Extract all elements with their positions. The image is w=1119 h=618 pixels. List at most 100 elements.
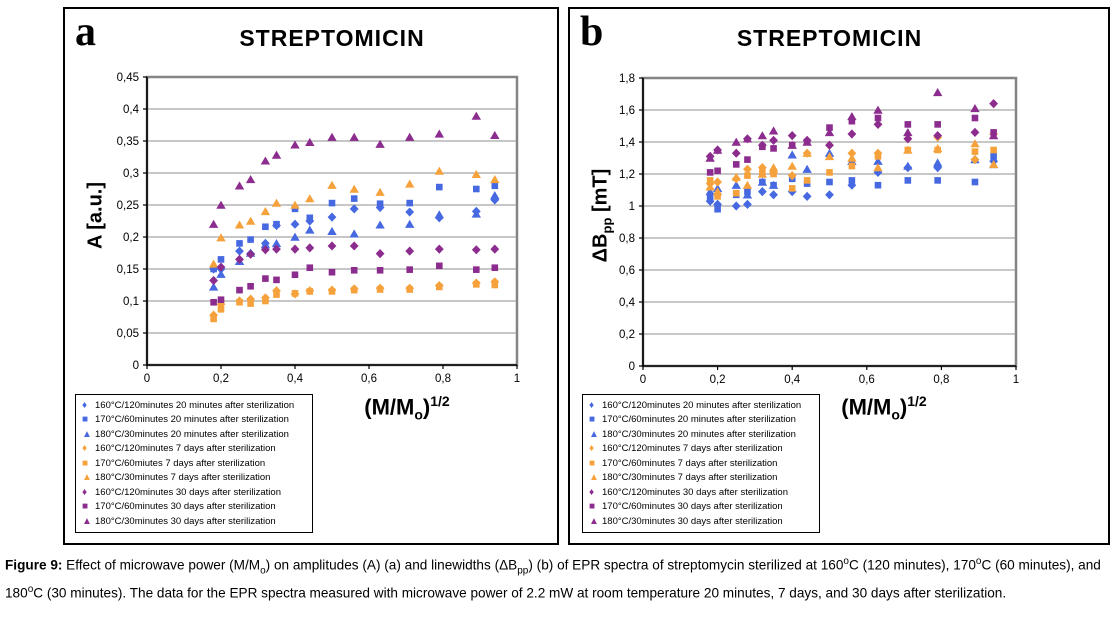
legend-label: 170°C/60minutes 20 minutes after sterili… <box>602 414 796 426</box>
caption-text: ) (b) of EPR spectra of streptomycin ste… <box>528 557 844 573</box>
data-point-triangle <box>434 129 444 138</box>
data-point-triangle <box>471 111 481 120</box>
x-tick-label: 1 <box>1013 374 1019 386</box>
data-point-diamond <box>847 129 857 139</box>
data-point-triangle <box>305 225 315 234</box>
data-point-triangle <box>787 150 797 159</box>
data-point-square <box>990 153 997 160</box>
x-axis-title-text: (M/M <box>364 394 415 420</box>
legend-item: ▲ 180°C/30minutes 7 days after sterilizat… <box>82 472 306 484</box>
data-point-square <box>848 117 856 125</box>
caption-text: Effect of microwave power (M/M <box>62 557 261 573</box>
panel-label-a: a <box>75 9 96 55</box>
data-point-square <box>848 177 856 184</box>
y-axis-title-text: [mT] <box>589 168 612 218</box>
data-point-square <box>706 177 714 184</box>
data-point-square <box>273 220 280 228</box>
legend-label: 170°C/60minutes 20 minutes after sterili… <box>95 414 289 426</box>
legend-item: ▲ 180°C/30minutes 30 days after steriliza… <box>82 516 306 528</box>
data-point-square <box>247 236 254 243</box>
data-point-square <box>328 288 336 295</box>
data-point-square <box>971 148 979 155</box>
data-point-square <box>436 183 443 191</box>
legend-triangle-icon: ▲ <box>589 428 599 440</box>
data-point-square <box>473 266 480 273</box>
legend-square-icon: ■ <box>82 414 89 426</box>
data-point-diamond <box>769 190 778 200</box>
data-point-triangle <box>471 209 481 218</box>
data-point-diamond <box>246 294 255 304</box>
data-point-triangle <box>705 182 715 191</box>
y-tick-label: 1 <box>629 201 635 213</box>
data-point-triangle <box>873 156 883 165</box>
legend-item: ♦ 160°C/120minutes 30 days after steriliz… <box>589 487 813 499</box>
legend-label: 170°C/60minutes 30 days after sterilizat… <box>602 501 783 513</box>
data-point-triangle <box>434 210 444 219</box>
data-point-square <box>262 275 269 282</box>
data-point-square <box>990 146 997 154</box>
data-point-square <box>473 281 480 288</box>
legend-square-icon: ■ <box>82 501 89 513</box>
data-point-triangle <box>988 131 999 140</box>
data-point-diamond <box>405 207 415 217</box>
data-point-diamond <box>970 127 980 137</box>
legend-item: ■ 170°C/60minutes 30 days after steriliza… <box>589 501 813 513</box>
data-point-diamond <box>305 243 315 253</box>
legend-b: ♦ 160°C/120minutes 20 minutes after steri… <box>582 394 820 533</box>
x-tick-label: 0 <box>144 373 150 385</box>
x-tick-label: 0,6 <box>361 373 377 385</box>
x-axis-title-text: ) <box>422 394 431 420</box>
data-point-diamond <box>375 249 385 259</box>
data-point-square <box>406 286 413 293</box>
legend-triangle-icon: ▲ <box>589 515 599 527</box>
legend-item: ♦ 160°C/120minutes 7 days after steriliza… <box>589 443 813 455</box>
legend-item: ♦ 160°C/120minutes 20 minutes after steri… <box>589 400 813 412</box>
data-point-diamond <box>802 191 812 201</box>
x-tick-label: 1 <box>514 373 520 385</box>
data-point-triangle <box>349 184 359 193</box>
legend-triangle-icon: ▲ <box>82 515 92 527</box>
legend-a: ♦ 160°C/120minutes 20 minutes after steri… <box>75 394 313 533</box>
y-tick-label: 0,1 <box>123 296 139 308</box>
data-point-triangle <box>216 200 226 209</box>
data-point-triangle <box>271 239 282 248</box>
legend-item: ■ 170°C/60minutes 20 minutes after steril… <box>589 414 813 426</box>
data-point-square <box>273 276 280 284</box>
legend-diamond-icon: ♦ <box>589 399 595 411</box>
legend-item: ■ 170°C/60miutes 7 days after sterilizati… <box>82 458 306 470</box>
data-point-square <box>217 256 225 263</box>
data-point-triangle <box>731 172 741 181</box>
y-tick-label: 0 <box>133 360 139 372</box>
data-point-diamond <box>405 246 415 256</box>
plot-area <box>641 76 1018 368</box>
legend-label: 180°C/30minutes 20 minutes after sterili… <box>602 428 796 440</box>
data-point-square <box>306 264 314 272</box>
data-point-square <box>714 167 721 175</box>
y-tick-label: 0,3 <box>123 168 139 180</box>
x-axis-title-sup: 1/2 <box>907 393 927 409</box>
data-point-diamond <box>209 275 218 286</box>
x-tick-label: 0,4 <box>287 373 304 385</box>
data-point-square <box>210 265 217 273</box>
chart-panel-b: 0 0,2 0,4 0,6 0,8 1 1,2 1,4 1,6 1,8 0 0,2 0,4 0,6 0,8 1… <box>568 7 1110 545</box>
legend-square-icon: ■ <box>589 457 596 469</box>
caption-text: C (120 minutes), 170 <box>848 557 976 573</box>
legend-diamond-icon: ♦ <box>82 443 88 455</box>
data-point-diamond <box>903 134 913 144</box>
data-point-square <box>971 114 979 122</box>
data-point-triangle <box>768 180 779 189</box>
data-point-square <box>714 205 721 213</box>
legend-item: ▲ 180°C/30minutes 20 minutes after steril… <box>589 429 813 441</box>
data-point-square <box>874 181 882 189</box>
data-point-triangle <box>327 180 337 189</box>
x-tick-label: 0,8 <box>435 373 451 385</box>
data-point-triangle <box>824 128 835 137</box>
legend-square-icon: ■ <box>82 457 89 469</box>
legend-item: ♦ 160°C/120minutes 20 minutes after steri… <box>82 400 306 412</box>
legend-label: 180°C/30minutes 20 minutes after sterili… <box>95 428 289 440</box>
legend-label: 160°C/120minutes 30 days after steriliza… <box>602 486 788 498</box>
data-point-square <box>350 286 358 294</box>
data-point-triangle <box>847 112 857 121</box>
data-point-triangle <box>757 177 768 186</box>
data-point-square <box>491 281 499 289</box>
